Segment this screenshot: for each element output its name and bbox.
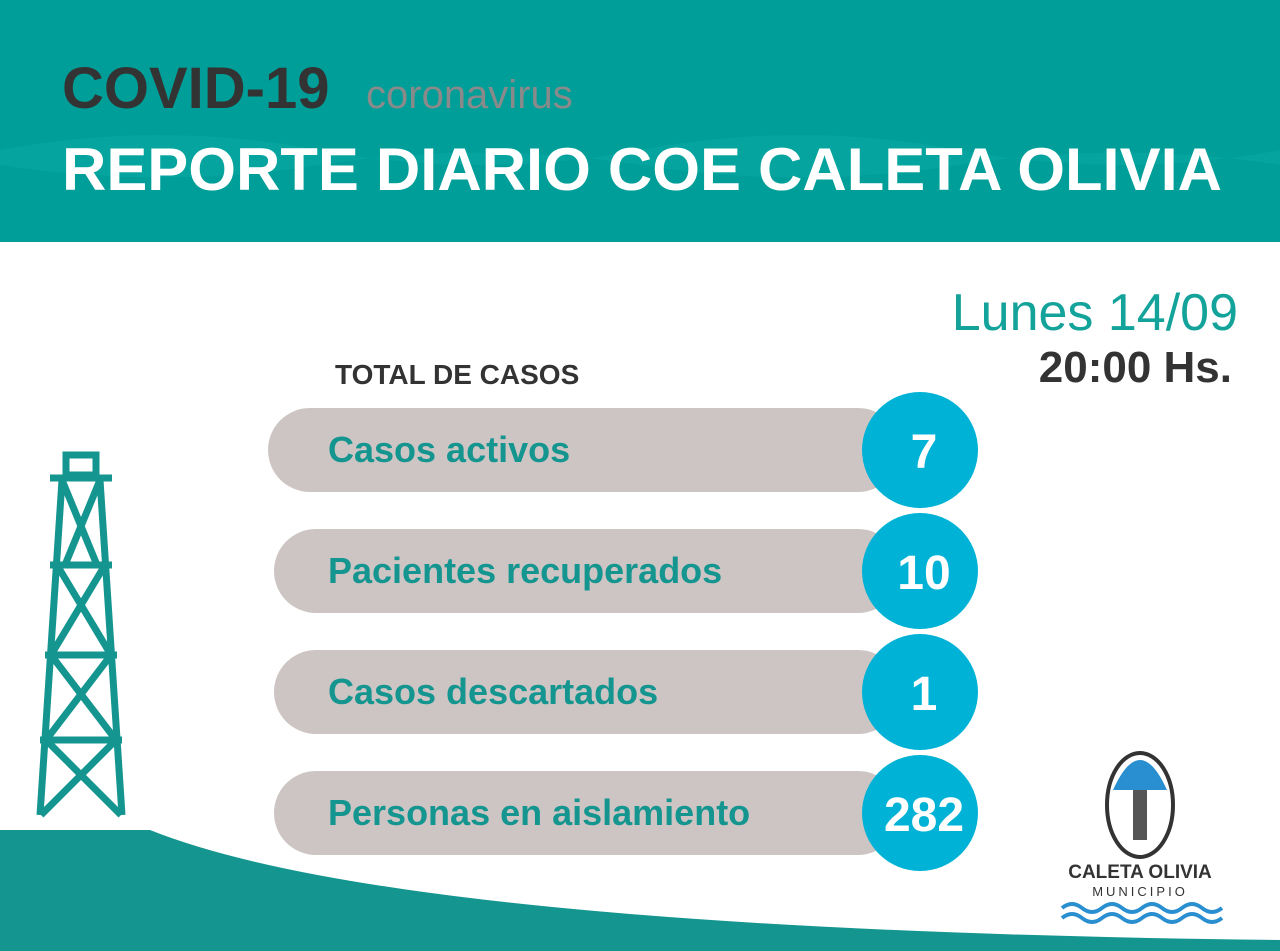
row-label: Casos descartados [328,671,658,712]
row-pill [274,529,900,613]
header-wave [0,135,1280,178]
header-heading: REPORTE DIARIO COE CALETA OLIVIA [62,136,1222,203]
row-pill [268,408,900,492]
ground-wave [0,830,1280,951]
value-circle [862,392,978,508]
row-label: Personas en aislamiento [328,792,750,833]
section-title: TOTAL DE CASOS [335,359,579,390]
tower-icon [36,451,126,818]
logo-tower [1133,790,1147,840]
logo-waves [1060,902,1224,924]
row-value: 282 [884,789,964,842]
value-circle [862,513,978,629]
date-day: Lunes 14/09 [952,284,1238,342]
logo-subtitle: MUNICIPIO [1092,884,1188,899]
date-time: 20:00 Hs. [1039,343,1232,392]
header-band [0,0,1280,242]
row-value: 1 [911,668,938,721]
row-pill [274,650,900,734]
logo: CALETA OLIVIA MUNICIPIO [1060,751,1224,924]
rows: Casos activos 7 Pacientes recuperados 10 Cas… [268,392,978,871]
row-value: 10 [897,547,950,600]
logo-sky [1113,760,1167,790]
value-circle [862,755,978,871]
header-subtitle: coronavirus [366,73,573,117]
row-label: Casos activos [328,429,570,470]
row-pill [274,771,900,855]
logo-name: CALETA OLIVIA [1068,862,1212,883]
value-circle [862,634,978,750]
row-label: Pacientes recuperados [328,550,722,591]
row-value: 7 [911,426,938,479]
header-title: COVID-19 [62,56,330,121]
